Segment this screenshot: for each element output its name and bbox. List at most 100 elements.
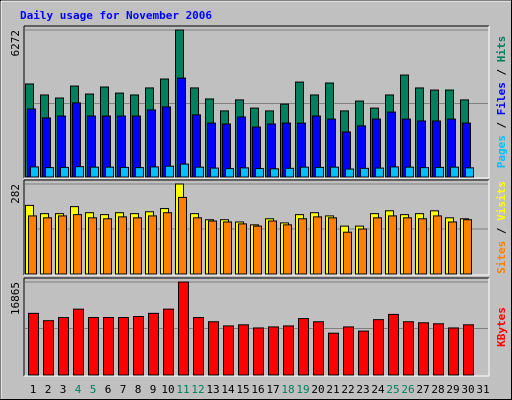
bar — [300, 166, 309, 178]
x-tick-label: 21 — [326, 383, 339, 396]
bar — [163, 308, 174, 376]
bar — [43, 217, 52, 275]
bar — [43, 320, 54, 376]
bar — [405, 166, 414, 178]
bar — [255, 168, 264, 178]
bar — [177, 77, 186, 178]
x-tick-label: 24 — [371, 383, 385, 396]
y-tick-label: 6272 — [9, 30, 22, 57]
bar — [375, 167, 384, 178]
bar — [148, 312, 159, 376]
bar — [118, 216, 127, 275]
bar — [210, 167, 219, 178]
bar — [373, 217, 382, 275]
bar — [418, 322, 429, 376]
x-tick-label: 12 — [191, 383, 204, 396]
x-tick-label: 3 — [60, 383, 67, 396]
bar — [388, 313, 399, 376]
bar — [88, 217, 97, 275]
bar — [283, 224, 292, 275]
bar — [133, 315, 144, 376]
x-tick-label: 30 — [461, 383, 474, 396]
y-tick-label: 16865 — [9, 282, 22, 315]
bar — [28, 312, 39, 376]
bar — [313, 321, 324, 376]
legend: KBytes — [495, 307, 508, 347]
bar — [433, 215, 442, 275]
bar — [58, 317, 69, 376]
bar — [360, 167, 369, 178]
bar — [403, 321, 414, 376]
bar — [180, 163, 189, 178]
x-tick-label: 1 — [30, 383, 37, 396]
bar — [465, 167, 474, 178]
x-tick-label: 28 — [431, 383, 444, 396]
x-tick-label: 2 — [45, 383, 52, 396]
legend-entry: Hits — [495, 36, 508, 63]
bar — [268, 220, 277, 275]
bar — [165, 165, 174, 178]
bar — [298, 318, 309, 376]
bar — [30, 166, 39, 178]
bar — [208, 321, 219, 376]
bar — [105, 166, 114, 178]
x-tick-label: 16 — [251, 383, 264, 396]
bar — [103, 317, 114, 376]
x-tick-label: 4 — [75, 383, 82, 396]
x-tick-label: 8 — [135, 383, 142, 396]
legend-separator: / — [495, 115, 508, 135]
bar — [343, 326, 354, 376]
bar — [73, 214, 82, 275]
bar — [253, 327, 264, 376]
bar — [45, 167, 54, 178]
bar — [58, 215, 67, 275]
bar — [330, 166, 339, 178]
bar — [345, 168, 354, 178]
legend-separator: / — [495, 62, 508, 82]
bar — [163, 212, 172, 275]
bar — [448, 327, 459, 376]
bar — [118, 317, 129, 376]
bar — [72, 102, 81, 178]
bar — [148, 215, 157, 275]
x-tick-label: 17 — [266, 383, 279, 396]
bar — [328, 332, 339, 376]
bar — [373, 319, 384, 376]
bar — [450, 166, 459, 178]
bar — [435, 166, 444, 178]
bar — [223, 325, 234, 376]
legend: Pages / Files / Hits — [495, 36, 508, 169]
bar — [315, 166, 324, 178]
bar — [133, 217, 142, 275]
bar — [150, 166, 159, 178]
bar — [88, 317, 99, 376]
x-tick-label: 14 — [221, 383, 235, 396]
x-tick-label: 29 — [446, 383, 459, 396]
bar — [343, 231, 352, 275]
y-tick-label: 282 — [9, 184, 22, 204]
bar — [463, 324, 474, 376]
legend-separator: / — [495, 221, 508, 241]
x-tick-label: 5 — [90, 383, 97, 396]
bar — [193, 317, 204, 376]
legend-entry: Visits — [495, 181, 508, 221]
legend-entry: KBytes — [495, 307, 508, 347]
bar — [75, 166, 84, 178]
x-tick-label: 15 — [236, 383, 249, 396]
bar — [135, 167, 144, 178]
bar — [418, 218, 427, 275]
bar — [90, 166, 99, 178]
x-tick-label: 11 — [176, 383, 189, 396]
bar — [403, 217, 412, 275]
bar — [238, 223, 247, 275]
x-tick-label: 6 — [105, 383, 112, 396]
bar — [195, 166, 204, 178]
x-tick-label: 23 — [356, 383, 369, 396]
bar — [358, 228, 367, 275]
x-tick-label: 27 — [416, 383, 429, 396]
legend-entry: Files — [495, 82, 508, 115]
x-tick-label: 7 — [120, 383, 127, 396]
bar — [225, 168, 234, 178]
x-tick-label: 25 — [386, 383, 399, 396]
